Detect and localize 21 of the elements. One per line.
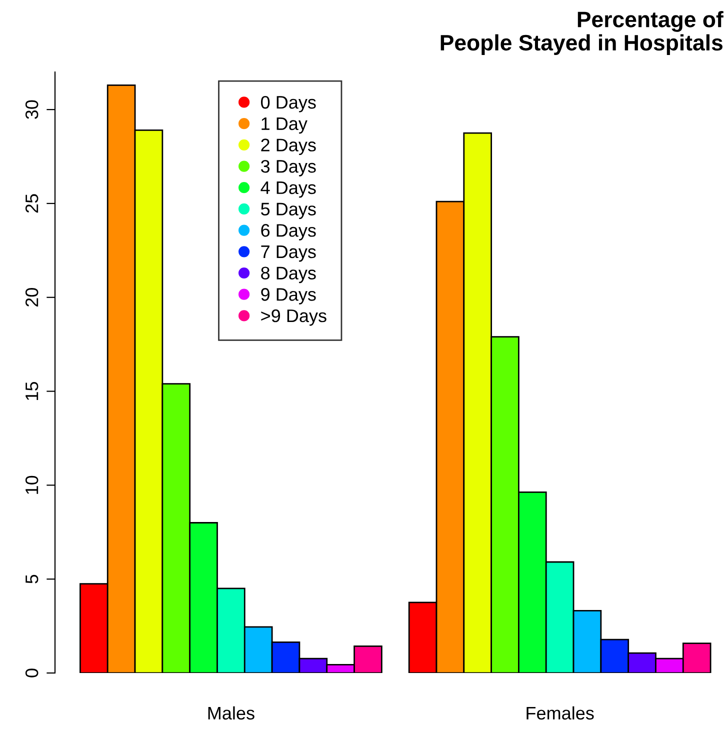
legend-label: 2 Days	[261, 138, 316, 155]
legend-label: 6 Days	[261, 224, 316, 240]
legend-label: 3 Days	[260, 160, 316, 176]
legend-label: 1 Day	[262, 117, 308, 134]
legend-label: 4 Days	[260, 182, 316, 198]
y-tick-label: 5	[26, 574, 38, 584]
y-tick-label: 30	[25, 100, 38, 119]
legend-label: 8 Days	[261, 266, 316, 284]
chart-title: Percentage of People Stayed in Hospitals	[440, 11, 724, 55]
y-tick-label: 0	[25, 668, 38, 678]
y-tick-label: 25	[25, 194, 38, 213]
x-tick-label: Females	[526, 706, 594, 720]
x-tick-label: Males	[208, 706, 254, 720]
legend-label: >9 Days	[261, 309, 326, 326]
y-tick-label: 10	[25, 476, 38, 494]
legend-label: 9 Days	[261, 288, 316, 304]
legend-label: 0 Days	[261, 96, 316, 112]
y-tick-label: 20	[25, 288, 38, 307]
legend-label: 7 Days	[261, 246, 316, 262]
legend-label: 5 Days	[261, 202, 316, 220]
y-tick-label: 15	[26, 382, 38, 400]
